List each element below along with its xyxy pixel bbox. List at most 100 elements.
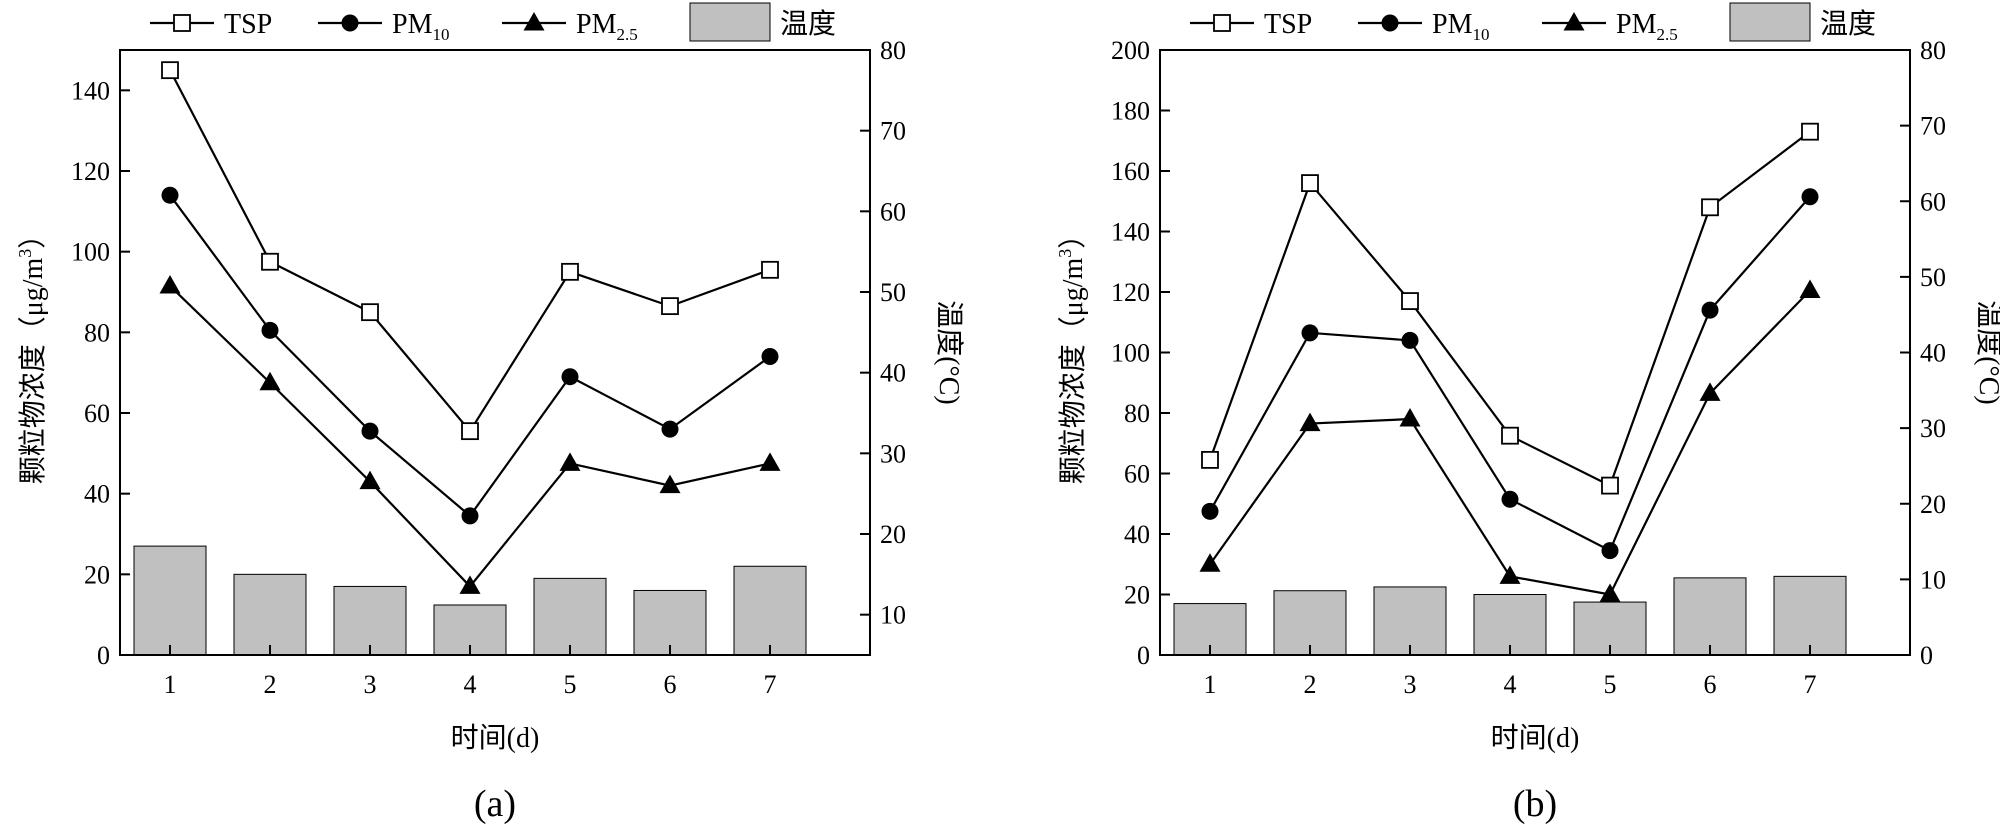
x-tick-label: 5	[1604, 670, 1617, 699]
legend-marker	[1213, 14, 1231, 32]
y-right-tick-label: 40	[1920, 339, 1946, 368]
y-tick-label: 140	[71, 76, 110, 105]
y-right-tick-label: 70	[880, 117, 906, 146]
y-right-tick-label: 40	[880, 359, 906, 388]
temperature-bar-6	[1673, 577, 1747, 656]
y-axis-title: 颗粒物浓度（μg/m3）	[1055, 221, 1089, 485]
tsp-point-5	[1601, 476, 1619, 495]
legend-item-temp: 温度	[1729, 2, 1876, 42]
pm25-point-3	[1399, 408, 1421, 427]
y-right-tick-label: 50	[1920, 263, 1946, 292]
legend-item-temp: 温度	[689, 2, 836, 42]
x-tick-label: 3	[1404, 670, 1417, 699]
temperature-bar-3	[1373, 586, 1447, 656]
legend-label-main: PM	[1432, 9, 1473, 40]
legend-label-sub: 10	[1472, 25, 1489, 44]
x-tick-label: 4	[1504, 670, 1517, 699]
tsp-point-3	[361, 303, 379, 322]
legend-label: PM2.5	[1616, 9, 1678, 44]
y-right-tick-label: 60	[1920, 187, 1946, 216]
legend-swatch-bar	[1729, 2, 1811, 42]
y-right-tick-label: 20	[880, 520, 906, 549]
x-axis-title: 时间(d)	[451, 722, 540, 754]
y-tick-label: 80	[84, 318, 110, 347]
y-right-tick-label: 70	[1920, 112, 1946, 141]
y-tick-label: 20	[1124, 581, 1150, 610]
legend: TSP PM10 PM2.5 温度	[150, 2, 836, 44]
temperature-bar-1	[133, 545, 207, 656]
legend-item-tsp: TSP	[1190, 9, 1312, 40]
legend-marker	[523, 12, 545, 31]
tsp-point-1	[1201, 450, 1219, 469]
x-tick-label: 1	[1204, 670, 1217, 699]
pm25-point-6	[659, 474, 681, 494]
y-tick-label: 140	[1111, 218, 1150, 247]
legend-label-sub: 2.5	[1656, 25, 1677, 44]
legend-marker	[1563, 12, 1585, 31]
y-tick-label: 60	[1124, 460, 1150, 489]
plot-frame	[119, 49, 871, 656]
legend: TSP PM10 PM2.5 温度	[1190, 2, 1876, 44]
y-axis-title-main: 颗粒物浓度（μg/m	[1057, 258, 1089, 485]
temperature-bar-2	[233, 573, 307, 656]
pm10-point-7	[1801, 188, 1819, 206]
temperature-bar-2	[1273, 590, 1347, 656]
pm10-point-5	[1601, 542, 1619, 560]
y-axis-title-close: ）	[1057, 221, 1089, 249]
x-tick-label: 6	[1704, 670, 1717, 699]
y-tick-label: 40	[1124, 520, 1150, 549]
pm10-point-1	[161, 186, 179, 204]
y-right-tick-label: 80	[1920, 36, 1946, 65]
tsp-point-6	[1701, 198, 1719, 217]
temperature-bar-5	[533, 577, 607, 656]
legend-label-main: PM	[392, 9, 433, 40]
y-tick-label: 0	[1137, 641, 1150, 670]
legend-item-pm25: PM2.5	[502, 9, 638, 44]
legend-item-pm10: PM10	[318, 9, 449, 44]
tsp-point-4	[461, 422, 479, 441]
legend-marker	[173, 14, 191, 32]
y-right-tick-label: 30	[880, 439, 906, 468]
pm25-point-4	[459, 575, 481, 594]
legend-label-sub: 2.5	[616, 25, 637, 44]
y-axis-title-main: 颗粒物浓度（μg/m	[17, 258, 49, 485]
pm25-point-1	[1199, 553, 1221, 572]
tsp-point-1	[161, 61, 179, 80]
pm10-point-3	[1401, 331, 1419, 349]
pm10-point-7	[761, 348, 779, 366]
legend-item-pm25: PM2.5	[1542, 9, 1678, 44]
pm25-point-5	[1599, 583, 1621, 602]
pm25-point-3	[359, 470, 381, 490]
y-right-tick-label: 80	[880, 36, 906, 65]
pm25-point-6	[1699, 382, 1721, 401]
pm25-point-7	[1799, 279, 1821, 298]
legend-label: TSP	[1264, 9, 1312, 40]
legend-item-pm10: PM10	[1358, 9, 1489, 44]
legend-marker	[341, 14, 359, 32]
tsp-point-7	[1801, 122, 1819, 141]
legend-label: 温度	[1820, 8, 1876, 40]
pm10-point-4	[461, 507, 479, 525]
legend-label-main: TSP	[1264, 9, 1312, 40]
y-tick-label: 100	[71, 238, 110, 267]
pm10-point-6	[1701, 301, 1719, 319]
tsp-point-7	[761, 260, 779, 279]
y-tick-label: 120	[1111, 278, 1150, 307]
pm25-point-4	[1499, 565, 1521, 584]
y-right-tick-label: 10	[880, 601, 906, 630]
tsp-point-2	[1301, 174, 1319, 193]
y-tick-label: 80	[1124, 399, 1150, 428]
tsp-point-6	[661, 297, 679, 316]
x-tick-label: 2	[1304, 670, 1317, 699]
series-line-tsp	[169, 69, 771, 434]
x-tick-label: 3	[364, 670, 377, 699]
pm10-point-3	[361, 422, 379, 440]
y-axis-title: 颗粒物浓度（μg/m3）	[15, 221, 49, 485]
temperature-bar-3	[333, 585, 407, 656]
y-tick-label: 160	[1111, 157, 1150, 186]
x-tick-label: 1	[164, 670, 177, 699]
temperature-bar-7	[1773, 575, 1847, 656]
y-tick-label: 40	[84, 480, 110, 509]
pm10-point-5	[561, 368, 579, 386]
panel-label: (a)	[474, 783, 516, 825]
